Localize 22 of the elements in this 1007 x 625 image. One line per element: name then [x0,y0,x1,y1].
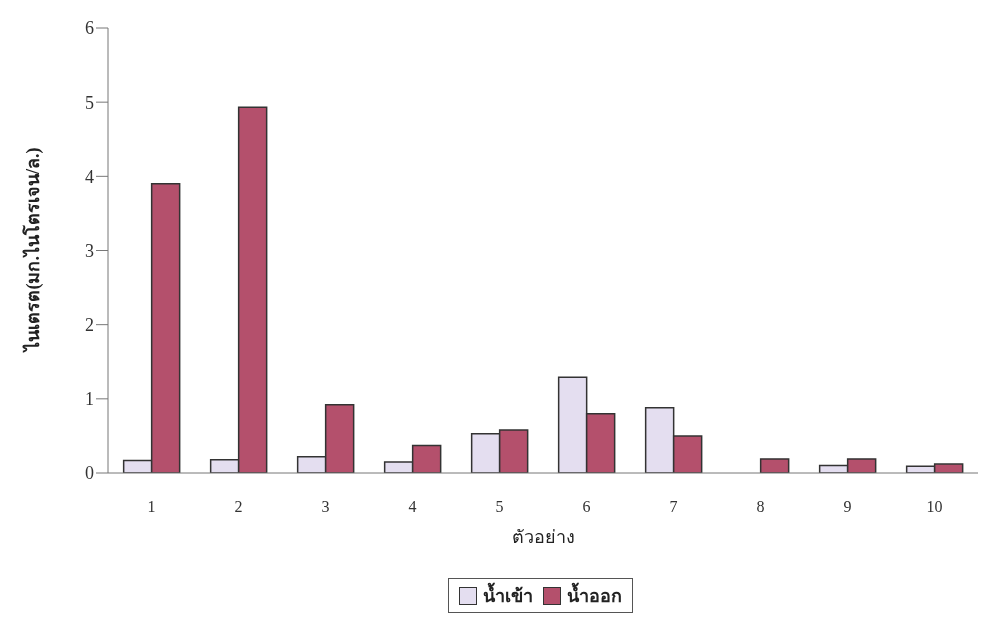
y-tick-label: 3 [85,240,94,261]
y-tick-label: 6 [85,18,94,39]
y-tick-label: 4 [85,166,94,187]
x-tick-label: 1 [147,498,156,516]
x-tick-label: 8 [756,498,765,516]
x-axis-title: ตัวอย่าง [511,527,575,547]
y-axis-title: ไนเตรต(มก.ไนโตรเจน/ล.) [22,147,45,353]
x-tick-label: 7 [669,498,678,516]
x-tick-label: 2 [234,498,243,516]
y-tick-label: 2 [85,315,94,336]
bar [759,458,790,473]
x-tick-label: 3 [321,498,330,516]
legend-label: น้ำออก [567,581,622,608]
y-tick-label: 0 [85,463,94,484]
y-tick-label: 5 [85,92,94,113]
x-tick-label: 6 [582,498,591,516]
x-tick-label: 4 [408,498,417,516]
x-tick-label: 5 [495,498,504,516]
legend-label: น้ำเข้า [483,581,533,608]
x-tick-label: 10 [926,498,943,516]
x-tick-label: 9 [843,498,852,516]
y-tick-label: 1 [85,389,94,410]
